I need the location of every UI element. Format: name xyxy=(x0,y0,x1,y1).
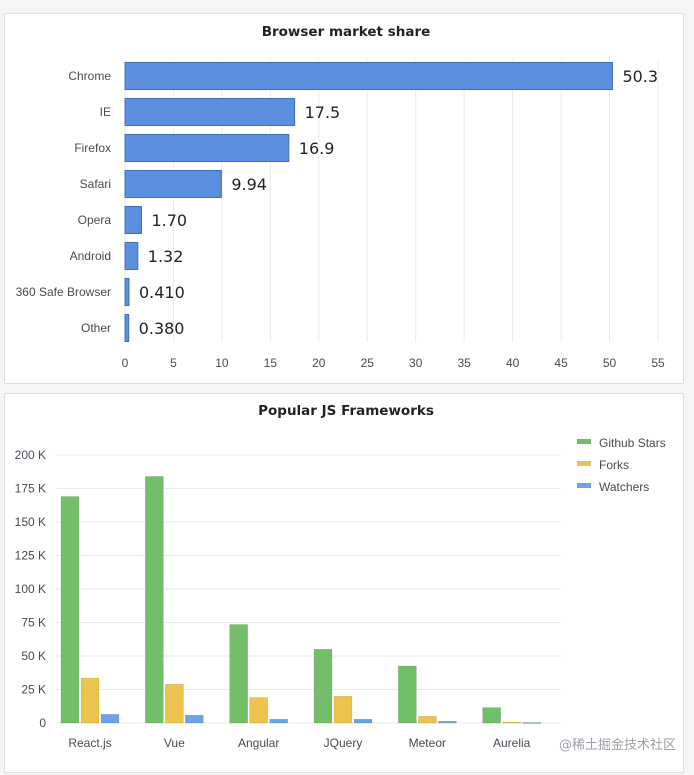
value-label: 1.70 xyxy=(151,211,187,230)
bar-watchers-vue xyxy=(185,714,204,724)
bar-360-safe-browser xyxy=(124,278,130,306)
x-tick-label: 30 xyxy=(409,356,423,370)
value-label: 1.32 xyxy=(148,247,184,266)
x-tick-label: 45 xyxy=(554,356,568,370)
x-tick-label: 10 xyxy=(215,356,229,370)
y-tick-label: 50 K xyxy=(21,649,46,663)
bar-chrome xyxy=(124,62,613,90)
bar-ie xyxy=(124,98,296,126)
x-category-label: Meteor xyxy=(409,736,446,750)
value-label: 9.94 xyxy=(231,175,267,194)
x-category-label: Angular xyxy=(238,736,279,750)
y-tick-label: 0 xyxy=(39,716,46,730)
bar-forks-react-js xyxy=(80,677,100,724)
x-tick-label: 40 xyxy=(506,356,520,370)
value-label: 16.9 xyxy=(299,139,335,158)
category-label: 360 Safe Browser xyxy=(16,285,111,299)
chart-title: Popular JS Frameworks xyxy=(258,403,434,419)
category-label: Opera xyxy=(78,213,112,227)
bar-watchers-meteor xyxy=(438,720,457,724)
value-label: 50.3 xyxy=(622,67,658,86)
js-frameworks-chart: Popular JS Frameworks 0 25 K 50 K 75 K 100 K… xyxy=(15,403,666,750)
js-frameworks-panel: Popular JS Frameworks 0 25 K 50 K 75 K 100 K… xyxy=(4,393,684,773)
x-tick-label: 55 xyxy=(651,356,665,370)
bar-github-stars-jquery xyxy=(313,649,333,724)
bar-forks-meteor xyxy=(418,715,437,724)
bar-opera xyxy=(124,206,142,234)
value-label: 0.410 xyxy=(139,283,185,302)
x-tick-label: 50 xyxy=(603,356,617,370)
bar-safari xyxy=(124,170,222,198)
bar-android xyxy=(124,242,139,270)
category-label: Android xyxy=(70,249,111,263)
legend-item-label[interactable]: Forks xyxy=(599,458,629,472)
category-label: IE xyxy=(100,105,111,119)
y-tick-label: 100 K xyxy=(15,582,46,596)
x-tick-label: 35 xyxy=(458,356,472,370)
x-tick-label: 0 xyxy=(122,356,129,370)
watermark: @稀土掘金技术社区 xyxy=(558,738,676,753)
y-tick-label: 175 K xyxy=(15,482,46,496)
y-tick-label: 200 K xyxy=(15,448,46,462)
x-category-label: Aurelia xyxy=(493,736,531,750)
value-label: 0.380 xyxy=(139,319,185,338)
bar-github-stars-react-js xyxy=(60,496,80,724)
bar-forks-jquery xyxy=(333,695,353,724)
y-tick-label: 75 K xyxy=(21,616,46,630)
legend-swatch xyxy=(577,439,591,444)
bar-watchers-react-js xyxy=(100,713,120,724)
browser-share-chart: Browser market share Chrome 50.3 IE 17.5 Fir… xyxy=(16,24,665,370)
x-category-label: JQuery xyxy=(324,736,363,750)
x-tick-label: 15 xyxy=(264,356,278,370)
bar-firefox xyxy=(124,134,290,162)
x-tick-label: 25 xyxy=(361,356,375,370)
bar-forks-aurelia xyxy=(502,721,521,724)
y-tick-label: 150 K xyxy=(15,515,46,529)
category-label: Safari xyxy=(80,177,111,191)
category-label: Other xyxy=(81,321,111,335)
bar-forks-angular xyxy=(249,697,268,724)
bar-github-stars-meteor xyxy=(398,665,417,724)
legend-item-label[interactable]: Watchers xyxy=(599,480,649,494)
bar-github-stars-vue xyxy=(145,476,164,724)
y-tick-label: 25 K xyxy=(21,683,46,697)
bar-github-stars-angular xyxy=(229,624,248,724)
x-tick-label: 5 xyxy=(170,356,177,370)
bar-watchers-jquery xyxy=(353,718,373,724)
legend-swatch xyxy=(577,461,591,466)
legend-swatch xyxy=(577,483,591,488)
bar-github-stars-aurelia xyxy=(482,707,501,724)
bar-watchers-angular xyxy=(269,718,288,724)
browser-share-panel: Browser market share Chrome 50.3 IE 17.5 Fir… xyxy=(4,13,684,384)
bar-other xyxy=(124,314,130,342)
category-label: Chrome xyxy=(68,69,111,83)
value-label: 17.5 xyxy=(305,103,341,122)
bar-forks-vue xyxy=(165,683,184,724)
x-category-label: React.js xyxy=(68,736,111,750)
legend-item-label[interactable]: Github Stars xyxy=(599,436,666,450)
x-category-label: Vue xyxy=(164,736,185,750)
category-label: Firefox xyxy=(74,141,111,155)
chart-title: Browser market share xyxy=(262,24,431,40)
x-tick-label: 20 xyxy=(312,356,326,370)
y-tick-label: 125 K xyxy=(15,549,46,563)
bar-watchers-aurelia xyxy=(522,722,541,724)
